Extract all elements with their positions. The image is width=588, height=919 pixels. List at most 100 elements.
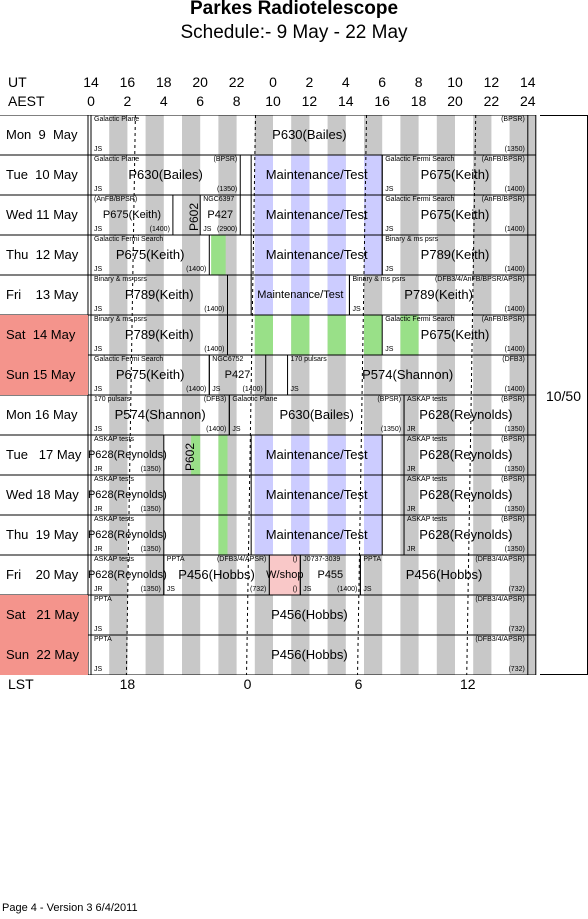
block-project-label: P456(Hobbs) — [271, 607, 348, 622]
block-backend-label: (DFB3/4/AnFB/BPSR/APSR) — [434, 276, 525, 283]
block-target-label: Galactic Plane — [232, 396, 278, 403]
green-bar — [191, 435, 201, 475]
aest-tick-label: 16 — [374, 93, 390, 109]
block-project-label: P628(Reynolds) — [87, 489, 167, 501]
block-target-label: ASKAP tests — [407, 396, 447, 403]
block-observer-label: JS — [94, 186, 103, 193]
block-backend-label: (AnFB/BPSR) — [481, 156, 525, 163]
block-target-label: PPTA — [94, 636, 112, 643]
block-observer-label: JS — [385, 186, 394, 193]
block-observer-label: JS — [232, 426, 241, 433]
block-observer-label: JS — [385, 346, 394, 353]
block-target-label: Galactic Fermi Search — [94, 356, 164, 363]
block-target-label: PPTA — [166, 556, 185, 563]
lst-tick-label: 12 — [459, 676, 476, 692]
block-backend-label: (BPSR) — [501, 116, 525, 123]
block-backend-label: (BPSR) — [213, 156, 238, 163]
block-project-label: P574(Shannon) — [362, 367, 454, 382]
block-frequency-label: (1400) — [186, 386, 207, 393]
block-frequency-label: (1400) — [504, 386, 525, 393]
block-frequency-label: (1350) — [140, 546, 161, 553]
block-project-label: P675(Keith) — [420, 207, 490, 222]
vertical-project-label: P602 — [186, 202, 201, 231]
block-target-label: ASKAP tests — [94, 516, 134, 523]
ut-tick-label: 8 — [414, 74, 423, 90]
block-frequency-label: (2900) — [217, 226, 238, 233]
maintenance-stripe — [291, 515, 310, 555]
maintenance-stripe — [254, 235, 273, 275]
aest-tick-label: 14 — [338, 93, 354, 109]
maintenance-label: Maintenance/Test — [265, 207, 368, 222]
block-project-label: P628(Reynolds) — [419, 527, 513, 542]
block-target-label: ASKAP tests — [407, 436, 447, 443]
ut-tick-label: 16 — [119, 74, 136, 90]
green-bar — [218, 515, 228, 555]
block-frequency-label: (732) — [508, 666, 525, 673]
block-project-label: P675(Keith) — [115, 367, 185, 382]
green-bar — [400, 315, 419, 355]
day-label: Mon 9 May — [6, 127, 78, 142]
green-bar — [364, 315, 383, 355]
green-bar — [218, 475, 228, 515]
block-observer-label: JR — [407, 466, 416, 473]
block-frequency-label: (732) — [250, 586, 267, 593]
block-observer-label: JS — [203, 226, 212, 233]
ut-tick-label: 0 — [269, 74, 277, 90]
block-project-label: P628(Reynolds) — [87, 449, 167, 461]
vertical-project-label: P602 — [183, 442, 198, 471]
block-frequency-label: (1350) — [504, 146, 525, 153]
block-project-label: P630(Bailes) — [128, 167, 203, 182]
block-frequency-label: (1400) — [504, 226, 525, 233]
green-bar — [218, 435, 228, 475]
block-observer-label: JS — [94, 146, 103, 153]
block-observer-label: JS — [94, 626, 103, 633]
maintenance-stripe — [291, 435, 310, 475]
aest-tick-label: 8 — [232, 93, 241, 109]
block-project-label: P675(Keith) — [420, 327, 490, 342]
ut-tick-label: 10 — [447, 74, 463, 90]
ut-tick-label: 14 — [83, 74, 99, 90]
block-project-label: P675(Keith) — [420, 167, 490, 182]
block-project-label: P628(Reynolds) — [87, 529, 167, 541]
block-project-label: P427 — [207, 209, 234, 221]
green-bar — [327, 315, 346, 355]
maintenance-stripe — [364, 195, 383, 235]
day-label: Sun 22 May — [0, 635, 88, 675]
block-target-label: Galactic Fermi Search — [385, 196, 455, 203]
block-project-label: P675(Keith) — [102, 209, 161, 221]
aest-tick-label: 18 — [410, 93, 427, 109]
block-project-label: P789(Keith) — [420, 247, 490, 262]
block-observer-label: JR — [94, 506, 103, 513]
block-observer-label: JS — [303, 586, 312, 593]
aest-tick-label: 10 — [265, 93, 281, 109]
maintenance-stripe — [254, 435, 273, 475]
day-label: Wed 18 May — [6, 487, 79, 502]
page-subtitle: Schedule:- 9 May - 22 May — [180, 22, 408, 43]
block-target-label: Galactic Fermi Search — [385, 156, 455, 163]
block-project-label: P427 — [224, 369, 251, 381]
maintenance-label: Maintenance/Test — [265, 447, 368, 462]
block-project-label: P628(Reynolds) — [87, 569, 167, 581]
block-observer-label: JS — [94, 306, 103, 313]
block-target-label: 170 pulsars — [94, 396, 131, 403]
block-project-label: P455 — [317, 569, 344, 581]
maintenance-stripe — [327, 275, 346, 315]
maintenance-stripe — [254, 155, 273, 195]
block-frequency-label: (1400) — [149, 226, 170, 233]
block-target-label: ASKAP tests — [94, 436, 134, 443]
maintenance-label: Maintenance/Test — [257, 289, 344, 301]
block-observer-label: JS — [363, 586, 372, 593]
block-frequency-label: (1400) — [242, 386, 263, 393]
block-observer-label: JR — [94, 466, 103, 473]
block-observer-label: JR — [407, 426, 416, 433]
block-observer-label: JS — [94, 346, 103, 353]
day-label: Sat 14 May — [0, 315, 88, 355]
block-frequency-label: () — [292, 586, 298, 593]
aest-tick-label: 12 — [301, 93, 318, 109]
green-bar — [291, 315, 310, 355]
day-label: Wed 11 May — [6, 207, 78, 222]
maintenance-stripe — [327, 195, 346, 235]
block-target-label: ASKAP tests — [94, 476, 134, 483]
block-project-label: W/shop — [266, 569, 304, 581]
block-frequency-label: (1400) — [337, 586, 358, 593]
